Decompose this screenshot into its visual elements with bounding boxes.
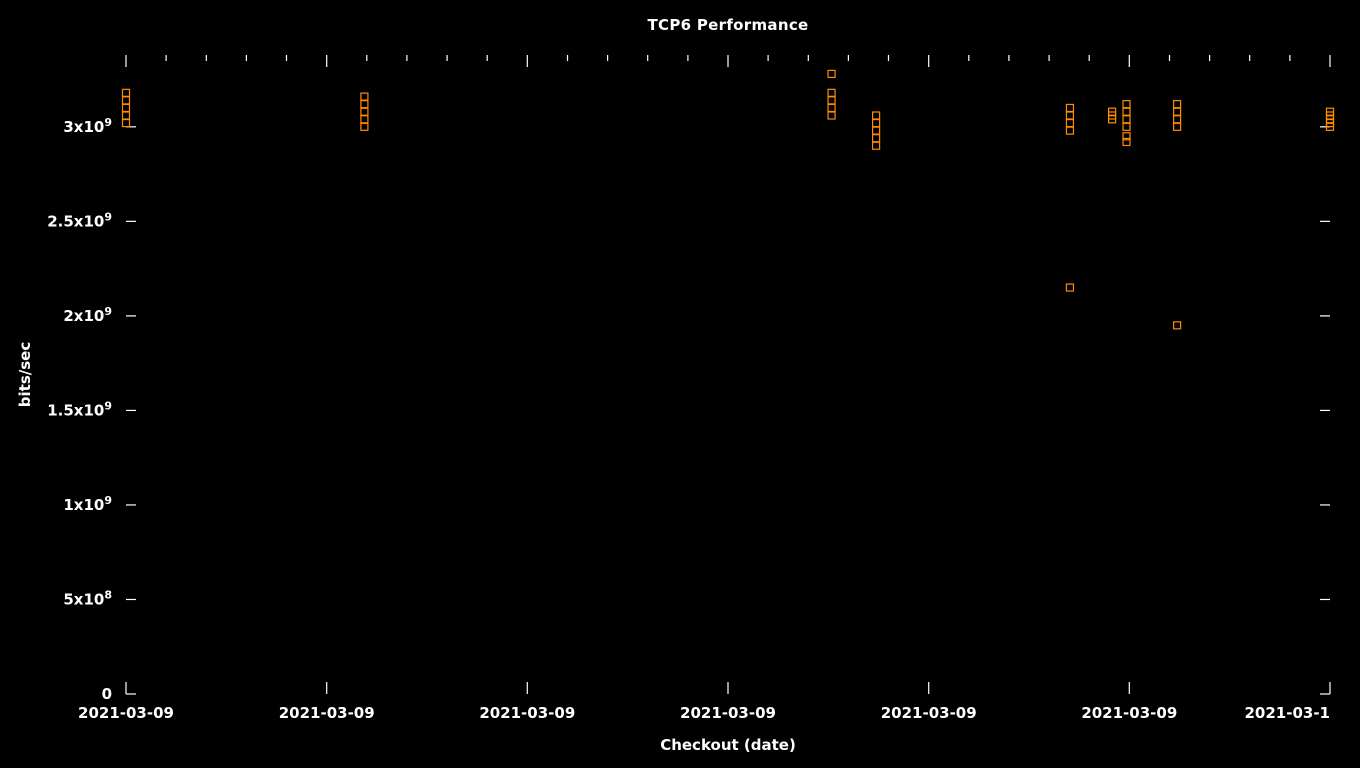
- x-tick-label: 2021-03-09: [78, 704, 174, 722]
- chart-title: TCP6 Performance: [648, 16, 809, 34]
- y-axis-label: bits/sec: [16, 342, 34, 407]
- x-tick-label: 2021-03-09: [279, 704, 375, 722]
- x-tick-label: 2021-03-09: [1081, 704, 1177, 722]
- x-tick-label: 2021-03-09: [680, 704, 776, 722]
- chart-container: TCP6 Performance bits/sec Checkout (date) 0…: [0, 0, 1360, 768]
- y-tick-label: 0: [102, 685, 112, 703]
- y-tick-label: 1.5x109: [47, 399, 112, 419]
- y-tick-label: 2.5x109: [47, 210, 112, 230]
- x-axis-label: Checkout (date): [660, 736, 796, 754]
- x-tick-label: 2021-03-09: [479, 704, 575, 722]
- x-tick-label: 2021-03-1: [1244, 704, 1330, 722]
- chart-background: [0, 0, 1360, 768]
- scatter-chart: TCP6 Performance bits/sec Checkout (date) 0…: [0, 0, 1360, 768]
- x-tick-label: 2021-03-09: [881, 704, 977, 722]
